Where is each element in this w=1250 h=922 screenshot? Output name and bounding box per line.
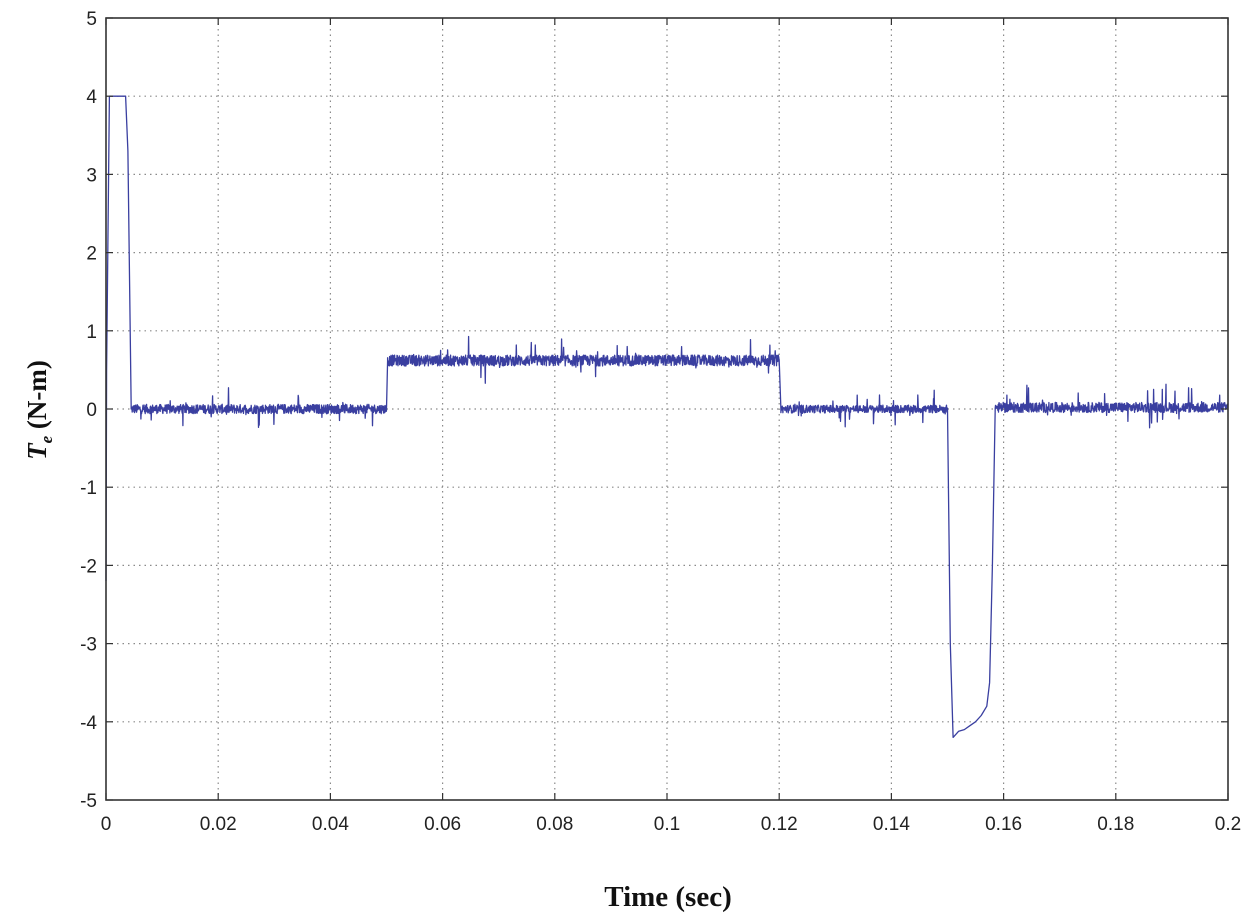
y-tick-label: 4 [86, 87, 97, 108]
x-axis-label: Time (sec) [604, 881, 732, 913]
y-tick-labels: 5 4 3 2 1 0 -1 -2 -3 -4 -5 [80, 9, 97, 812]
y-tick-label: -2 [80, 556, 97, 577]
x-tick-label: 0.06 [424, 814, 461, 835]
y-axis-label: Te (N-m) [22, 360, 56, 460]
x-tick-label: 0.1 [654, 814, 680, 835]
x-tick-label: 0.14 [873, 814, 910, 835]
y-tick-label: -4 [80, 713, 97, 734]
x-tick-label: 0 [101, 814, 112, 835]
x-tick-label: 0.16 [985, 814, 1022, 835]
y-tick-label: -1 [80, 478, 97, 499]
x-tick-label: 0.04 [312, 814, 349, 835]
x-tick-label: 0.08 [536, 814, 573, 835]
y-tick-label: 0 [86, 400, 97, 421]
y-tick-label: 1 [86, 322, 97, 343]
y-tick-label: 5 [86, 9, 97, 30]
x-tick-labels: 0 0.02 0.04 0.06 0.08 0.1 0.12 0.14 0.16 0.18 0.2 [101, 814, 1242, 835]
torque-series-line [105, 95, 1229, 739]
y-tick-label: -3 [80, 635, 97, 656]
y-tick-label: 2 [86, 244, 97, 265]
y-tick-label: -5 [80, 791, 97, 812]
x-tick-label: 0.02 [200, 814, 237, 835]
y-tick-label: 3 [86, 165, 97, 186]
y-axis-label-subscript: e [37, 435, 56, 443]
x-tick-label: 0.12 [761, 814, 798, 835]
series-layer [105, 95, 1229, 739]
y-axis-label-unit: (N-m) [22, 360, 52, 436]
y-axis-label-symbol: T [22, 442, 52, 460]
tick-marks [105, 17, 1229, 801]
x-tick-label: 0.18 [1097, 814, 1134, 835]
x-tick-label: 0.2 [1215, 814, 1241, 835]
